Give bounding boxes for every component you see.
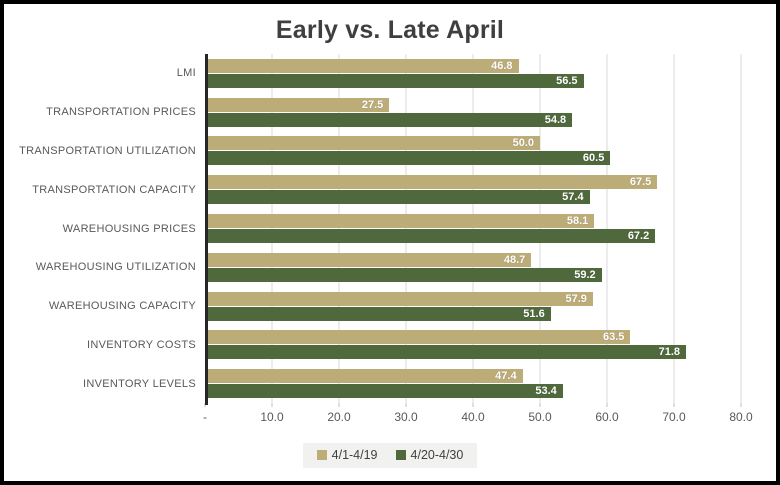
- x-tick-mark: [472, 403, 474, 407]
- chart-row: 46.8 56.5: [205, 54, 741, 93]
- bar-late-april: 59.2: [205, 267, 602, 282]
- category-label: LMI: [176, 67, 196, 80]
- chart-row: 48.7 59.2: [205, 248, 741, 287]
- chart-row: 50.0 60.5: [205, 132, 741, 171]
- x-tick-mark: [539, 403, 541, 407]
- bar-early-april: 58.1: [205, 214, 595, 229]
- value-label: 71.8: [658, 346, 681, 359]
- chart-body: LMI TRANSPORTATION PRICES TRANSPORTATION U…: [4, 54, 776, 405]
- chart-row: 63.5 71.8: [205, 325, 741, 364]
- value-label: 60.5: [582, 152, 605, 165]
- chart-row: 47.4 53.4: [205, 364, 741, 403]
- x-tick-label: 20.0: [327, 410, 351, 424]
- bar-late-april: 57.4: [205, 190, 590, 205]
- value-label: 57.9: [565, 292, 587, 305]
- bar-early-april: 57.9: [205, 291, 593, 306]
- gridline: [472, 54, 474, 403]
- x-tick-label: -: [203, 410, 207, 424]
- value-label: 50.0: [512, 137, 534, 150]
- category-label: INVENTORY LEVELS: [82, 377, 196, 390]
- chart-row: 57.9 51.6: [205, 287, 741, 326]
- bar-late-april: 51.6: [205, 306, 551, 321]
- gridline: [673, 54, 675, 403]
- value-label: 46.8: [491, 59, 513, 72]
- bar-early-april: 27.5: [205, 97, 390, 112]
- legend-swatch-icon: [316, 450, 327, 460]
- bar-late-april: 67.2: [205, 229, 656, 244]
- x-tick-mark: [740, 403, 742, 407]
- x-tick-label: 60.0: [595, 410, 619, 424]
- x-tick-label: 40.0: [461, 410, 485, 424]
- gridline: [405, 54, 407, 403]
- bar-late-april: 54.8: [205, 112, 573, 127]
- x-tick-mark: [405, 403, 407, 407]
- value-label: 53.4: [535, 385, 557, 398]
- bar-late-april: 71.8: [205, 345, 687, 360]
- x-tick-label: 70.0: [662, 410, 686, 424]
- x-tick-label: 50.0: [528, 410, 552, 424]
- bar-early-april: 50.0: [205, 136, 540, 151]
- x-tick-label: 10.0: [260, 410, 284, 424]
- x-tick-mark: [673, 403, 675, 407]
- bar-rows: 46.8 56.5 27.5 54.8 50.0 60.5 67.5 57.4 58.1 67.2…: [205, 54, 741, 403]
- chart-row: 67.5 57.4: [205, 170, 741, 209]
- value-label: 57.4: [562, 191, 584, 204]
- category-label: WAREHOUSING UTILIZATION: [35, 261, 196, 274]
- legend-item: 4/20-4/30: [395, 448, 464, 462]
- value-label: 59.2: [574, 268, 596, 281]
- legend-label: 4/1-4/19: [331, 448, 378, 462]
- value-label: 56.5: [556, 74, 578, 87]
- value-label: 58.1: [566, 215, 589, 228]
- bar-late-april: 56.5: [205, 73, 584, 88]
- legend: 4/1-4/19 4/20-4/30: [302, 443, 478, 468]
- legend-wrap: 4/1-4/19 4/20-4/30: [4, 443, 776, 468]
- gridline: [539, 54, 541, 403]
- value-label: 63.5: [603, 331, 625, 344]
- x-tick-mark: [204, 403, 206, 407]
- x-tick-mark: [271, 403, 273, 407]
- x-tick-mark: [606, 403, 608, 407]
- bar-late-april: 60.5: [205, 151, 611, 166]
- value-label: 48.7: [503, 253, 526, 266]
- legend-label: 4/20-4/30: [410, 448, 464, 462]
- chart-row: 27.5 54.8: [205, 93, 741, 132]
- gridline: [740, 54, 742, 403]
- gridline: [338, 54, 340, 403]
- value-label: 67.2: [627, 230, 650, 243]
- value-label: 47.4: [495, 370, 517, 383]
- value-label: 51.6: [523, 307, 545, 320]
- bar-early-april: 47.4: [205, 369, 523, 384]
- category-label: WAREHOUSING PRICES: [62, 222, 196, 235]
- x-tick-label: 80.0: [729, 410, 753, 424]
- gridlines: [205, 54, 742, 403]
- category-label: TRANSPORTATION UTILIZATION: [19, 144, 196, 157]
- category-label: TRANSPORTATION CAPACITY: [32, 183, 196, 196]
- bar-early-april: 63.5: [205, 330, 631, 345]
- category-labels: LMI TRANSPORTATION PRICES TRANSPORTATION U…: [4, 54, 205, 403]
- y-axis-line: [205, 54, 208, 405]
- chart-title: Early vs. Late April: [275, 16, 505, 44]
- category-label: INVENTORY COSTS: [86, 338, 196, 351]
- legend-item: 4/1-4/19: [316, 448, 378, 462]
- bar-early-april: 67.5: [205, 175, 658, 190]
- gridline: [606, 54, 608, 403]
- chart-row: 58.1 67.2: [205, 209, 741, 248]
- value-label: 54.8: [544, 113, 567, 126]
- gridline: [271, 54, 273, 403]
- bar-early-april: 46.8: [205, 58, 519, 73]
- category-label: WAREHOUSING CAPACITY: [48, 300, 196, 313]
- bar-late-april: 53.4: [205, 384, 563, 399]
- x-tick-mark: [338, 403, 340, 407]
- category-label: TRANSPORTATION PRICES: [46, 106, 196, 119]
- value-label: 27.5: [361, 98, 384, 111]
- plot-area: 46.8 56.5 27.5 54.8 50.0 60.5 67.5 57.4 58.1 67.2…: [205, 54, 742, 405]
- legend-swatch-icon: [395, 450, 406, 460]
- x-axis: - 10.0 20.0 30.0 40.0 50.0 60.0 70.0 80.0: [203, 403, 753, 431]
- bar-early-april: 48.7: [205, 252, 532, 267]
- value-label: 67.5: [629, 176, 652, 189]
- x-tick-label: 30.0: [394, 410, 418, 424]
